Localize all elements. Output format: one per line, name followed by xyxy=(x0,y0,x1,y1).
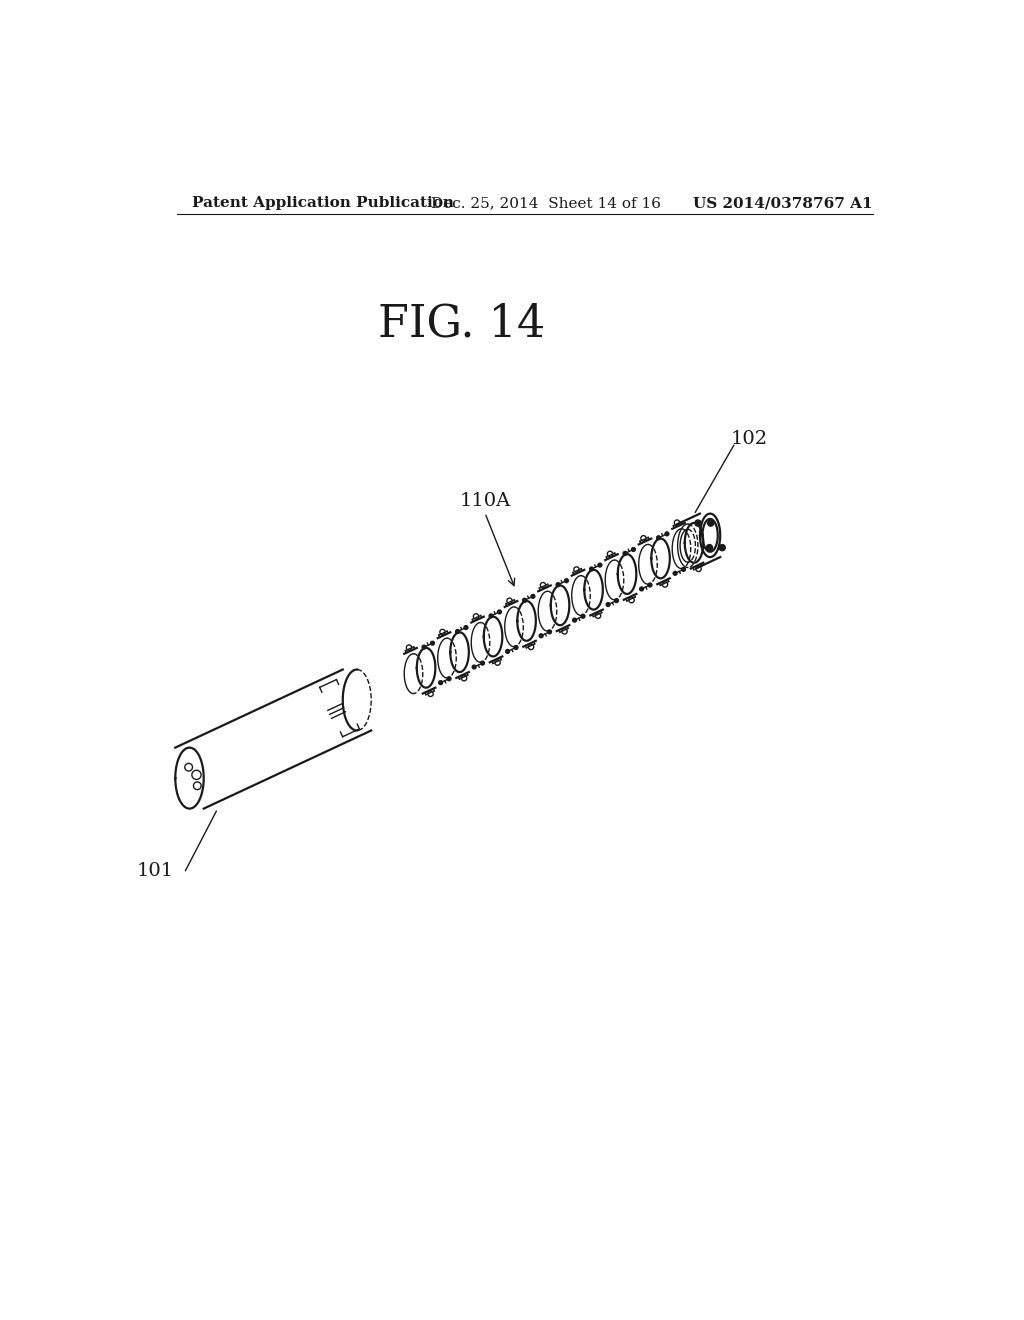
Circle shape xyxy=(572,618,577,622)
Circle shape xyxy=(498,610,502,614)
Text: Patent Application Publication: Patent Application Publication xyxy=(193,197,455,210)
Circle shape xyxy=(640,587,643,591)
Text: FIG. 14: FIG. 14 xyxy=(378,302,546,346)
Circle shape xyxy=(464,626,468,630)
Circle shape xyxy=(472,665,476,669)
Circle shape xyxy=(665,532,669,536)
Circle shape xyxy=(489,614,493,618)
Text: 110A: 110A xyxy=(459,492,510,510)
Circle shape xyxy=(514,645,518,649)
Circle shape xyxy=(447,677,451,681)
Text: 102: 102 xyxy=(730,430,768,449)
Circle shape xyxy=(506,649,510,653)
Circle shape xyxy=(430,642,434,645)
Circle shape xyxy=(590,568,594,572)
Circle shape xyxy=(456,630,460,634)
Circle shape xyxy=(707,545,713,550)
Circle shape xyxy=(548,630,552,634)
Circle shape xyxy=(581,614,585,618)
Circle shape xyxy=(564,578,568,582)
Circle shape xyxy=(598,564,602,568)
Circle shape xyxy=(708,520,714,527)
Circle shape xyxy=(624,552,627,556)
Circle shape xyxy=(614,599,618,602)
Circle shape xyxy=(522,598,526,602)
Circle shape xyxy=(656,536,660,540)
Circle shape xyxy=(695,520,701,527)
Circle shape xyxy=(480,661,484,665)
Circle shape xyxy=(682,568,685,572)
Circle shape xyxy=(632,548,635,552)
Circle shape xyxy=(606,603,610,606)
Circle shape xyxy=(422,645,426,649)
Circle shape xyxy=(438,681,442,685)
Circle shape xyxy=(540,634,543,638)
Circle shape xyxy=(556,582,560,586)
Text: US 2014/0378767 A1: US 2014/0378767 A1 xyxy=(692,197,872,210)
Circle shape xyxy=(648,583,652,587)
Text: 101: 101 xyxy=(136,862,173,879)
Circle shape xyxy=(719,545,725,550)
Circle shape xyxy=(673,572,677,576)
Circle shape xyxy=(531,594,535,598)
Text: Dec. 25, 2014  Sheet 14 of 16: Dec. 25, 2014 Sheet 14 of 16 xyxy=(431,197,660,210)
